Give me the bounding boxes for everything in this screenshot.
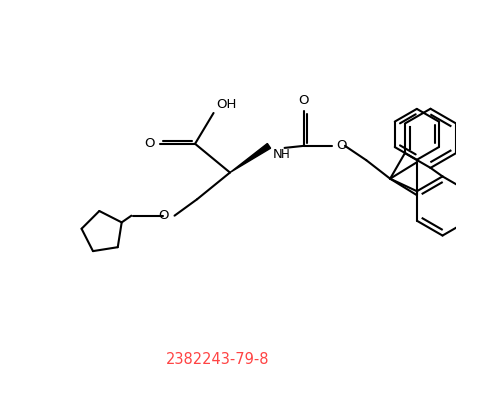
Text: N: N [272,148,282,161]
Polygon shape [230,143,271,173]
Text: O: O [337,140,347,153]
Text: H: H [281,148,290,161]
Text: O: O [158,209,168,222]
Text: 2382243-79-8: 2382243-79-8 [166,352,270,367]
Text: O: O [145,137,155,150]
Text: O: O [299,94,309,107]
Text: OH: OH [216,98,236,111]
